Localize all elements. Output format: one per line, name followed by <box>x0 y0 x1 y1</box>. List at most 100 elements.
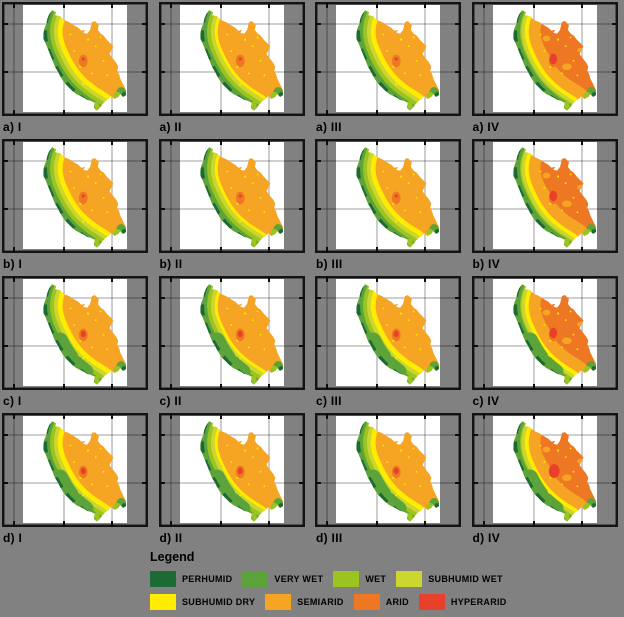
graticule-ticks <box>158 413 305 527</box>
panel-label: a) I <box>3 120 22 134</box>
map-panel-d-i: d) I <box>2 413 148 550</box>
legend-swatch <box>333 571 360 587</box>
graticule-ticks <box>471 2 618 116</box>
panel-label: c) III <box>316 394 342 408</box>
legend-swatch <box>396 571 423 587</box>
legend-row: PERHUMID VERY WET WET SUBHUMID WET <box>150 571 624 587</box>
legend-label: HYPERARID <box>450 597 507 607</box>
panel-label: a) II <box>159 120 182 134</box>
map-canvas <box>471 413 618 527</box>
panel-label: c) IV <box>472 394 500 408</box>
panel-border <box>315 2 461 116</box>
map-panel-a-i: a) I <box>2 2 148 139</box>
map-canvas <box>471 276 618 390</box>
map-panel-c-ii: c) II <box>158 276 305 413</box>
map-canvas <box>315 413 461 527</box>
legend-swatch <box>150 594 176 610</box>
graticule-ticks <box>471 139 618 253</box>
legend-row: SUBHUMID DRY SEMIARID ARID HYPERARID <box>150 594 624 610</box>
graticule-ticks <box>2 276 148 390</box>
graticule-ticks <box>158 2 305 116</box>
panel-label: c) II <box>159 394 182 408</box>
graticule-ticks <box>315 2 461 116</box>
legend-item-hyperarid: HYPERARID <box>418 594 507 610</box>
graticule-ticks <box>315 413 461 527</box>
map-panel-a-iii: a) III <box>315 2 461 139</box>
map-panel-a-iv: a) IV <box>471 2 618 139</box>
panel-border <box>315 413 461 527</box>
map-panel-d-iv: d) IV <box>471 413 618 550</box>
legend-item-semiarid: SEMIARID <box>265 594 343 610</box>
panel-label: b) IV <box>472 257 500 271</box>
graticule-ticks <box>471 413 618 527</box>
map-panel-c-i: c) I <box>2 276 148 413</box>
legend-item-subhumid_dry: SUBHUMID DRY <box>150 594 255 610</box>
map-canvas <box>315 2 461 116</box>
graticule-ticks <box>2 413 148 527</box>
legend-item-perhumid: PERHUMID <box>150 571 232 587</box>
graticule-ticks <box>471 276 618 390</box>
legend-label: SUBHUMID DRY <box>182 597 256 607</box>
legend-swatch <box>353 594 380 610</box>
graticule-ticks <box>315 276 461 390</box>
panel-border <box>2 139 148 253</box>
map-panel-d-ii: d) II <box>158 413 305 550</box>
map-panel-c-iii: c) III <box>315 276 461 413</box>
map-canvas <box>315 139 461 253</box>
panel-border <box>2 276 148 390</box>
legend-label: WET <box>365 574 387 584</box>
panel-label: a) III <box>316 120 342 134</box>
map-panel-grid: a) I <box>2 2 618 550</box>
map-canvas <box>158 139 305 253</box>
legend-item-arid: ARID <box>353 594 409 610</box>
panel-label: d) III <box>316 531 343 545</box>
panel-label: b) II <box>159 257 183 271</box>
map-panel-b-iv: b) IV <box>471 139 618 276</box>
map-panel-d-iii: d) III <box>315 413 461 550</box>
legend-item-wet: WET <box>333 571 386 587</box>
panel-border <box>158 139 305 253</box>
panel-border <box>2 413 148 527</box>
map-canvas <box>2 139 148 253</box>
legend-swatch <box>150 571 176 587</box>
legend-swatch <box>242 571 269 587</box>
panel-label: b) I <box>3 257 23 271</box>
map-canvas <box>158 276 305 390</box>
legend-swatch <box>418 594 445 610</box>
map-canvas <box>2 276 148 390</box>
panel-border <box>471 2 618 116</box>
panel-label: b) III <box>316 257 343 271</box>
graticule-ticks <box>158 139 305 253</box>
panel-label: c) I <box>3 394 22 408</box>
map-panel-c-iv: c) IV <box>471 276 618 413</box>
panel-label: d) I <box>3 531 23 545</box>
legend-label: SEMIARID <box>297 597 344 607</box>
legend-item-subhumid_wet: SUBHUMID WET <box>396 571 503 587</box>
legend-title: Legend <box>150 550 195 564</box>
map-panel-b-i: b) I <box>2 139 148 276</box>
graticule <box>471 413 618 527</box>
legend-label: SUBHUMID WET <box>428 574 503 584</box>
map-canvas <box>2 2 148 116</box>
map-panel-b-ii: b) II <box>158 139 305 276</box>
map-canvas <box>2 413 148 527</box>
map-canvas <box>471 2 618 116</box>
map-canvas <box>158 2 305 116</box>
graticule-ticks <box>158 276 305 390</box>
panel-border <box>315 139 461 253</box>
graticule-ticks <box>2 139 148 253</box>
legend-item-very_wet: VERY WET <box>242 571 323 587</box>
panel-border <box>158 276 305 390</box>
panel-border <box>2 2 148 116</box>
map-canvas <box>471 139 618 253</box>
panel-border <box>315 276 461 390</box>
legend-swatch <box>265 594 292 610</box>
map-canvas <box>158 413 305 527</box>
panel-label: a) IV <box>472 120 500 134</box>
legend-label: PERHUMID <box>182 574 233 584</box>
map-canvas <box>315 276 461 390</box>
panel-border <box>471 139 618 253</box>
panel-label: d) IV <box>472 531 500 545</box>
panel-label: d) II <box>159 531 183 545</box>
panel-border <box>471 276 618 390</box>
